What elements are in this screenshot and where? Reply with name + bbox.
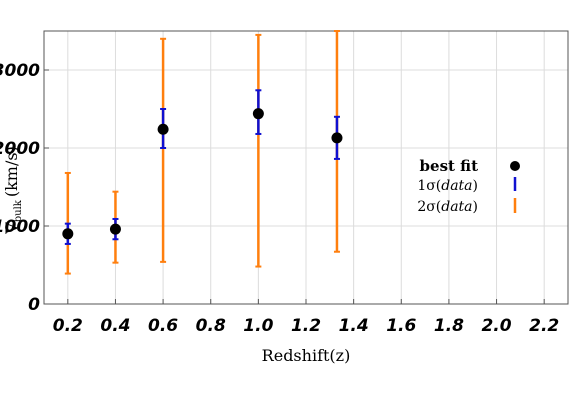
x-tick-label: 2.0 xyxy=(481,316,511,336)
y-tick-label: 1000 xyxy=(0,217,40,237)
best-fit-point xyxy=(62,228,74,240)
x-tick-label: 2.2 xyxy=(529,316,559,336)
x-tick-label: 1.0 xyxy=(243,316,273,336)
x-tick-label: 1.4 xyxy=(339,316,369,336)
grid xyxy=(44,31,568,305)
y-tick-label: 0 xyxy=(28,295,40,315)
legend-one-sigma-label: 1σ(data) xyxy=(417,178,478,194)
y-axis-label-main: V xyxy=(2,222,21,235)
best-fit-point xyxy=(331,132,343,144)
best-fit-point xyxy=(157,123,169,135)
best-fit-point xyxy=(252,108,264,120)
x-tick-label: 0.2 xyxy=(53,316,83,336)
y-axis-label: Vbulk (km/s) xyxy=(2,146,24,235)
x-tick-label: 0.8 xyxy=(196,316,226,336)
legend: best fit 1σ(data) 2σ(data) xyxy=(417,157,520,215)
legend-two-sigma-label: 2σ(data) xyxy=(417,199,478,215)
best-fit-point xyxy=(109,223,121,235)
y-axis-label-sub: bulk xyxy=(13,199,24,222)
axes-ticks: 0.2 0.4 0.6 0.8 1.0 1.2 1.4 1.6 1.8 2.0 2.2 0 1000 20… xyxy=(0,61,559,336)
x-axis-label: Redshift(z) xyxy=(262,346,351,365)
y-tick-label: 3000 xyxy=(0,61,40,81)
legend-title: best fit xyxy=(420,157,479,175)
x-tick-label: 1.6 xyxy=(386,316,416,336)
y-axis-label-unit: (km/s) xyxy=(2,146,21,197)
x-tick-label: 1.2 xyxy=(291,316,321,336)
marks xyxy=(62,30,343,275)
x-tick-label: 1.8 xyxy=(434,316,464,336)
legend-best-fit-marker xyxy=(510,161,520,171)
x-tick-label: 0.6 xyxy=(148,316,178,336)
x-tick-label: 0.4 xyxy=(100,316,130,336)
